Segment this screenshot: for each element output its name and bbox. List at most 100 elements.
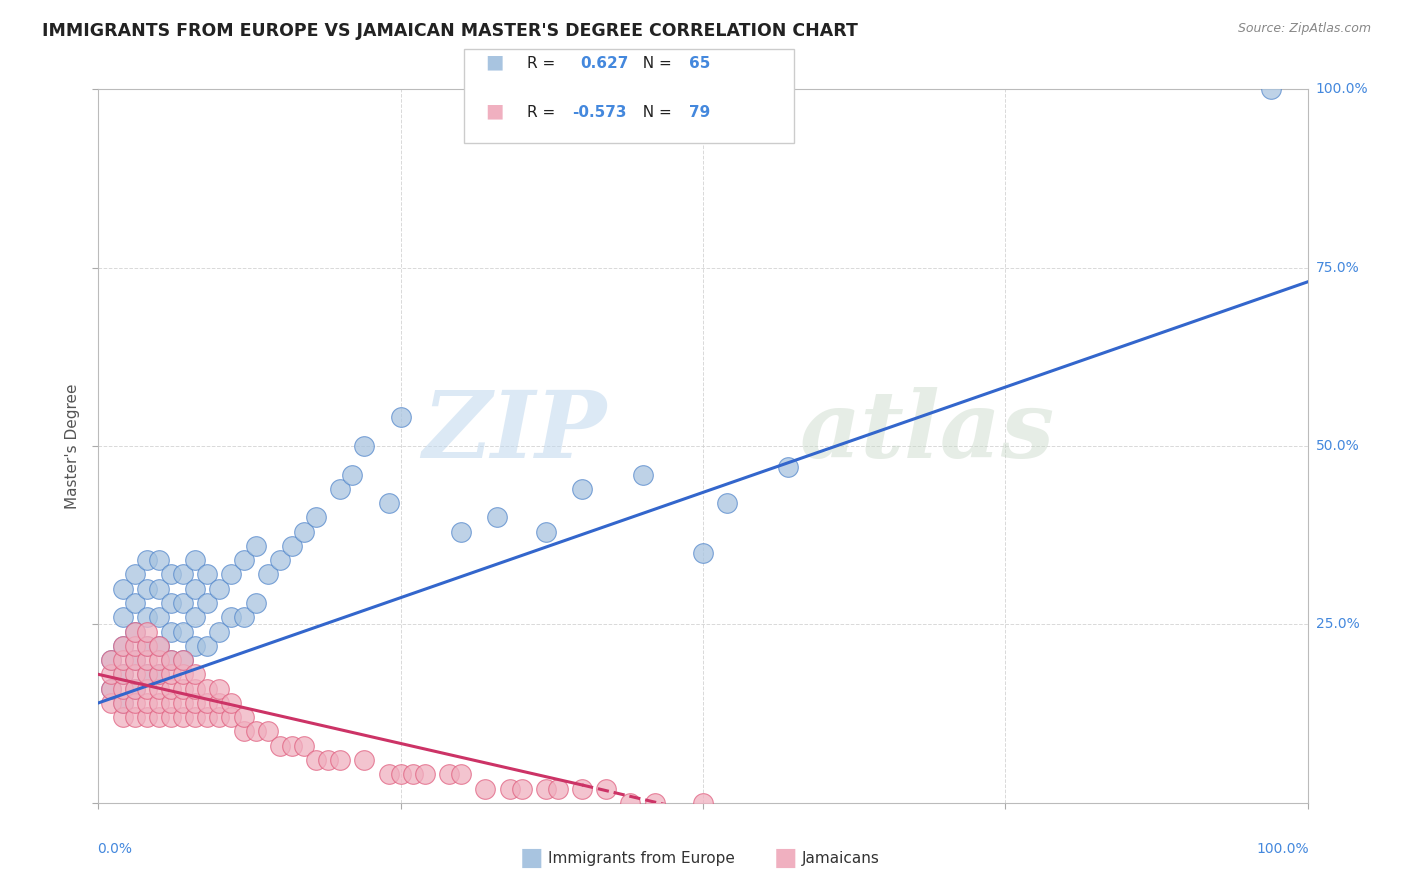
Point [124,639,146,653]
Point [692,546,714,560]
Point [195,639,218,653]
Point [124,567,146,582]
Text: -0.573: -0.573 [572,105,627,120]
Point [100,667,122,681]
Point [100,681,122,696]
Point [111,696,134,710]
Point [160,567,183,582]
Text: 0.0%: 0.0% [97,842,132,856]
Point [124,624,146,639]
Text: N =: N = [633,56,676,71]
Point [160,710,183,724]
Point [1260,82,1282,96]
Point [172,667,194,681]
Point [232,553,254,567]
Point [498,781,520,796]
Point [221,567,243,582]
Point [111,610,134,624]
Point [232,610,254,624]
Point [221,696,243,710]
Point [148,610,170,624]
Point [111,582,134,596]
Point [100,653,122,667]
Point [111,681,134,696]
Point [644,796,666,810]
Point [135,610,157,624]
Text: ■: ■ [485,102,503,120]
Point [100,681,122,696]
Point [292,739,315,753]
Text: Immigrants from Europe: Immigrants from Europe [548,851,735,865]
Point [377,496,399,510]
Point [100,696,122,710]
Point [208,624,231,639]
Point [172,710,194,724]
Point [486,510,509,524]
Point [135,696,157,710]
Point [124,696,146,710]
Point [160,596,183,610]
Point [111,639,134,653]
Point [184,639,207,653]
Point [510,781,533,796]
Point [135,653,157,667]
Point [148,667,170,681]
Point [124,681,146,696]
Point [208,681,231,696]
Point [450,524,472,539]
Point [221,610,243,624]
Point [195,696,218,710]
Text: N =: N = [633,105,676,120]
Text: IMMIGRANTS FROM EUROPE VS JAMAICAN MASTER'S DEGREE CORRELATION CHART: IMMIGRANTS FROM EUROPE VS JAMAICAN MASTE… [42,22,858,40]
Text: ■: ■ [773,847,797,870]
Point [547,781,569,796]
Point [124,624,146,639]
Point [111,696,134,710]
Point [135,639,157,653]
Point [148,667,170,681]
Point [135,667,157,681]
Point [221,710,243,724]
Point [595,781,617,796]
Y-axis label: Master's Degree: Master's Degree [65,384,80,508]
Point [413,767,436,781]
Point [124,710,146,724]
Point [111,710,134,724]
Point [124,667,146,681]
Point [172,596,194,610]
Point [124,653,146,667]
Point [135,639,157,653]
Text: 100.0%: 100.0% [1256,842,1309,856]
Point [195,681,218,696]
Point [184,696,207,710]
Point [160,667,183,681]
Point [148,681,170,696]
Point [100,653,122,667]
Point [377,767,399,781]
Point [571,482,593,496]
Text: Source: ZipAtlas.com: Source: ZipAtlas.com [1237,22,1371,36]
Point [135,710,157,724]
Point [208,696,231,710]
Point [148,653,170,667]
Point [232,710,254,724]
Text: 75.0%: 75.0% [1316,260,1360,275]
Point [172,624,194,639]
Point [342,467,364,482]
Point [135,553,157,567]
Point [305,510,328,524]
Point [184,681,207,696]
Point [111,667,134,681]
Point [135,582,157,596]
Text: R =: R = [527,56,565,71]
Point [353,753,375,767]
Point [172,567,194,582]
Point [776,460,799,475]
Point [571,781,593,796]
Point [256,567,278,582]
Point [184,710,207,724]
Point [269,553,291,567]
Point [184,582,207,596]
Point [329,482,352,496]
Point [281,539,304,553]
